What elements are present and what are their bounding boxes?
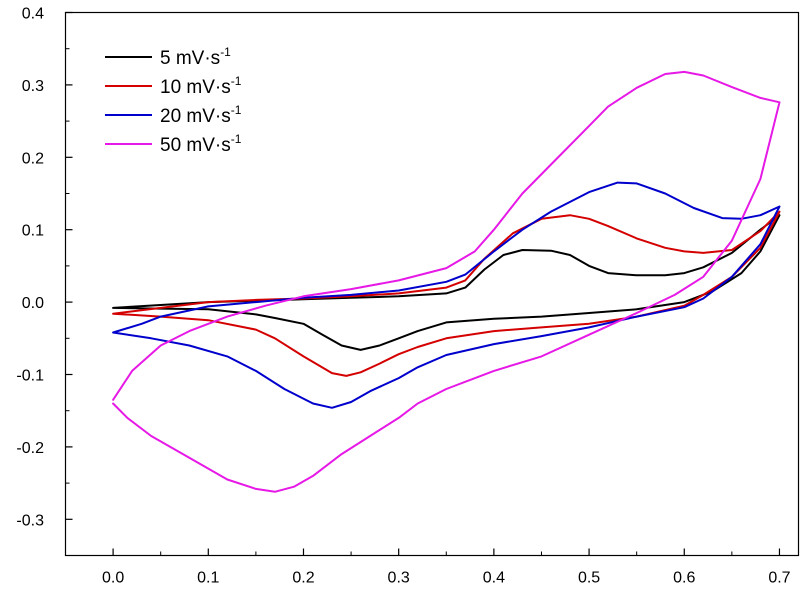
- x-tick-label: 0.1: [197, 570, 219, 587]
- legend-label-text: 50 mV·s: [160, 135, 231, 156]
- legend: 5 mV·s-110 mV·s-120 mV·s-150 mV·s-1: [105, 45, 242, 156]
- plot-frame: [64, 11, 800, 557]
- legend-label-text: 5 mV·s: [160, 48, 220, 69]
- y-tick-label: 0.4: [22, 6, 44, 23]
- legend-label-text: 20 mV·s: [160, 106, 231, 127]
- legend-label-superscript: -1: [231, 74, 242, 88]
- y-tick-label: -0.1: [16, 368, 44, 385]
- legend-label-superscript: -1: [231, 103, 242, 117]
- y-tick-label: 0.1: [22, 223, 44, 240]
- series-line-4: [112, 70, 781, 493]
- y-tick-label: 0.2: [22, 150, 44, 167]
- x-tick-label: 0.5: [578, 570, 600, 587]
- x-tick-label: 0.7: [768, 570, 790, 587]
- y-tick-label: 0.0: [22, 295, 44, 312]
- y-tick-label: -0.3: [16, 512, 44, 529]
- legend-label-text: 10 mV·s: [160, 77, 231, 98]
- legend-label-1: 5 mV·s-1: [160, 45, 231, 69]
- series-line-2: [112, 210, 781, 377]
- y-tick-label: -0.2: [16, 440, 44, 457]
- series-layer: [112, 70, 781, 493]
- legend-label-4: 50 mV·s-1: [160, 132, 242, 156]
- x-tick-label: 0.3: [388, 570, 410, 587]
- x-tick-label: 0.2: [292, 570, 314, 587]
- legend-label-3: 20 mV·s-1: [160, 103, 242, 127]
- legend-label-superscript: -1: [231, 132, 242, 146]
- x-axis: 0.0 0.1 0.2 0.3 0.4 0.5 0.6 0.7: [102, 548, 791, 587]
- x-tick-label: 0.6: [673, 570, 695, 587]
- legend-label-superscript: -1: [220, 45, 231, 59]
- series-line-3: [112, 181, 781, 409]
- y-axis: -0.3 -0.2 -0.1 0.0 0.1 0.2 0.3 0.4: [16, 6, 73, 529]
- x-tick-label: 0.4: [483, 570, 505, 587]
- x-tick-label: 0.0: [102, 570, 124, 587]
- legend-label-2: 10 mV·s-1: [160, 74, 242, 98]
- y-tick-label: 0.3: [22, 78, 44, 95]
